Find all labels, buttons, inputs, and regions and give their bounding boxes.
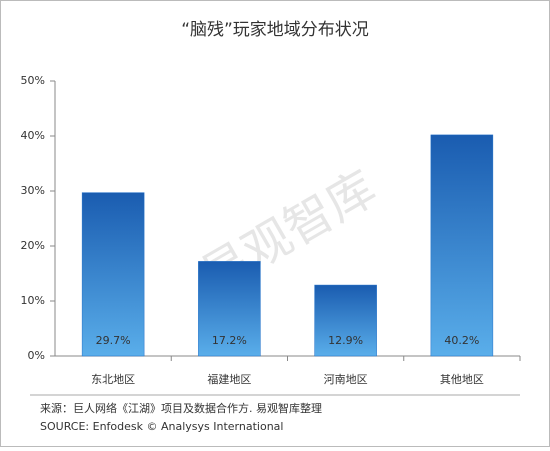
- y-tick-label: 40%: [21, 129, 45, 142]
- y-tick-label: 20%: [21, 239, 45, 252]
- x-tick-label: 福建地区: [207, 372, 251, 386]
- bar: [198, 261, 261, 357]
- chart-title: “脑残”玩家地域分布状况: [181, 20, 369, 40]
- bar: [430, 134, 494, 357]
- bar: [314, 284, 377, 357]
- x-tick-label: 河南地区: [324, 373, 368, 386]
- x-tick-label: 其他地区: [440, 373, 484, 386]
- value-label: 40.2%: [444, 334, 479, 347]
- y-tick-label: 30%: [21, 184, 45, 197]
- y-tick-label: 50%: [21, 74, 45, 87]
- x-tick-label: 东北地区: [91, 373, 135, 386]
- y-tick-label: 0%: [28, 349, 45, 362]
- value-label: 29.7%: [96, 334, 131, 347]
- source-en: SOURCE: Enfodesk © Analysys Internationa…: [40, 420, 283, 433]
- value-label: 17.2%: [212, 334, 247, 347]
- source: 来源：巨人网络《江湖》项目及数据合作方. 易观智库整理: [40, 401, 322, 415]
- y-tick-label: 10%: [21, 294, 45, 307]
- value-label: 12.9%: [328, 334, 363, 347]
- bar: [81, 192, 145, 357]
